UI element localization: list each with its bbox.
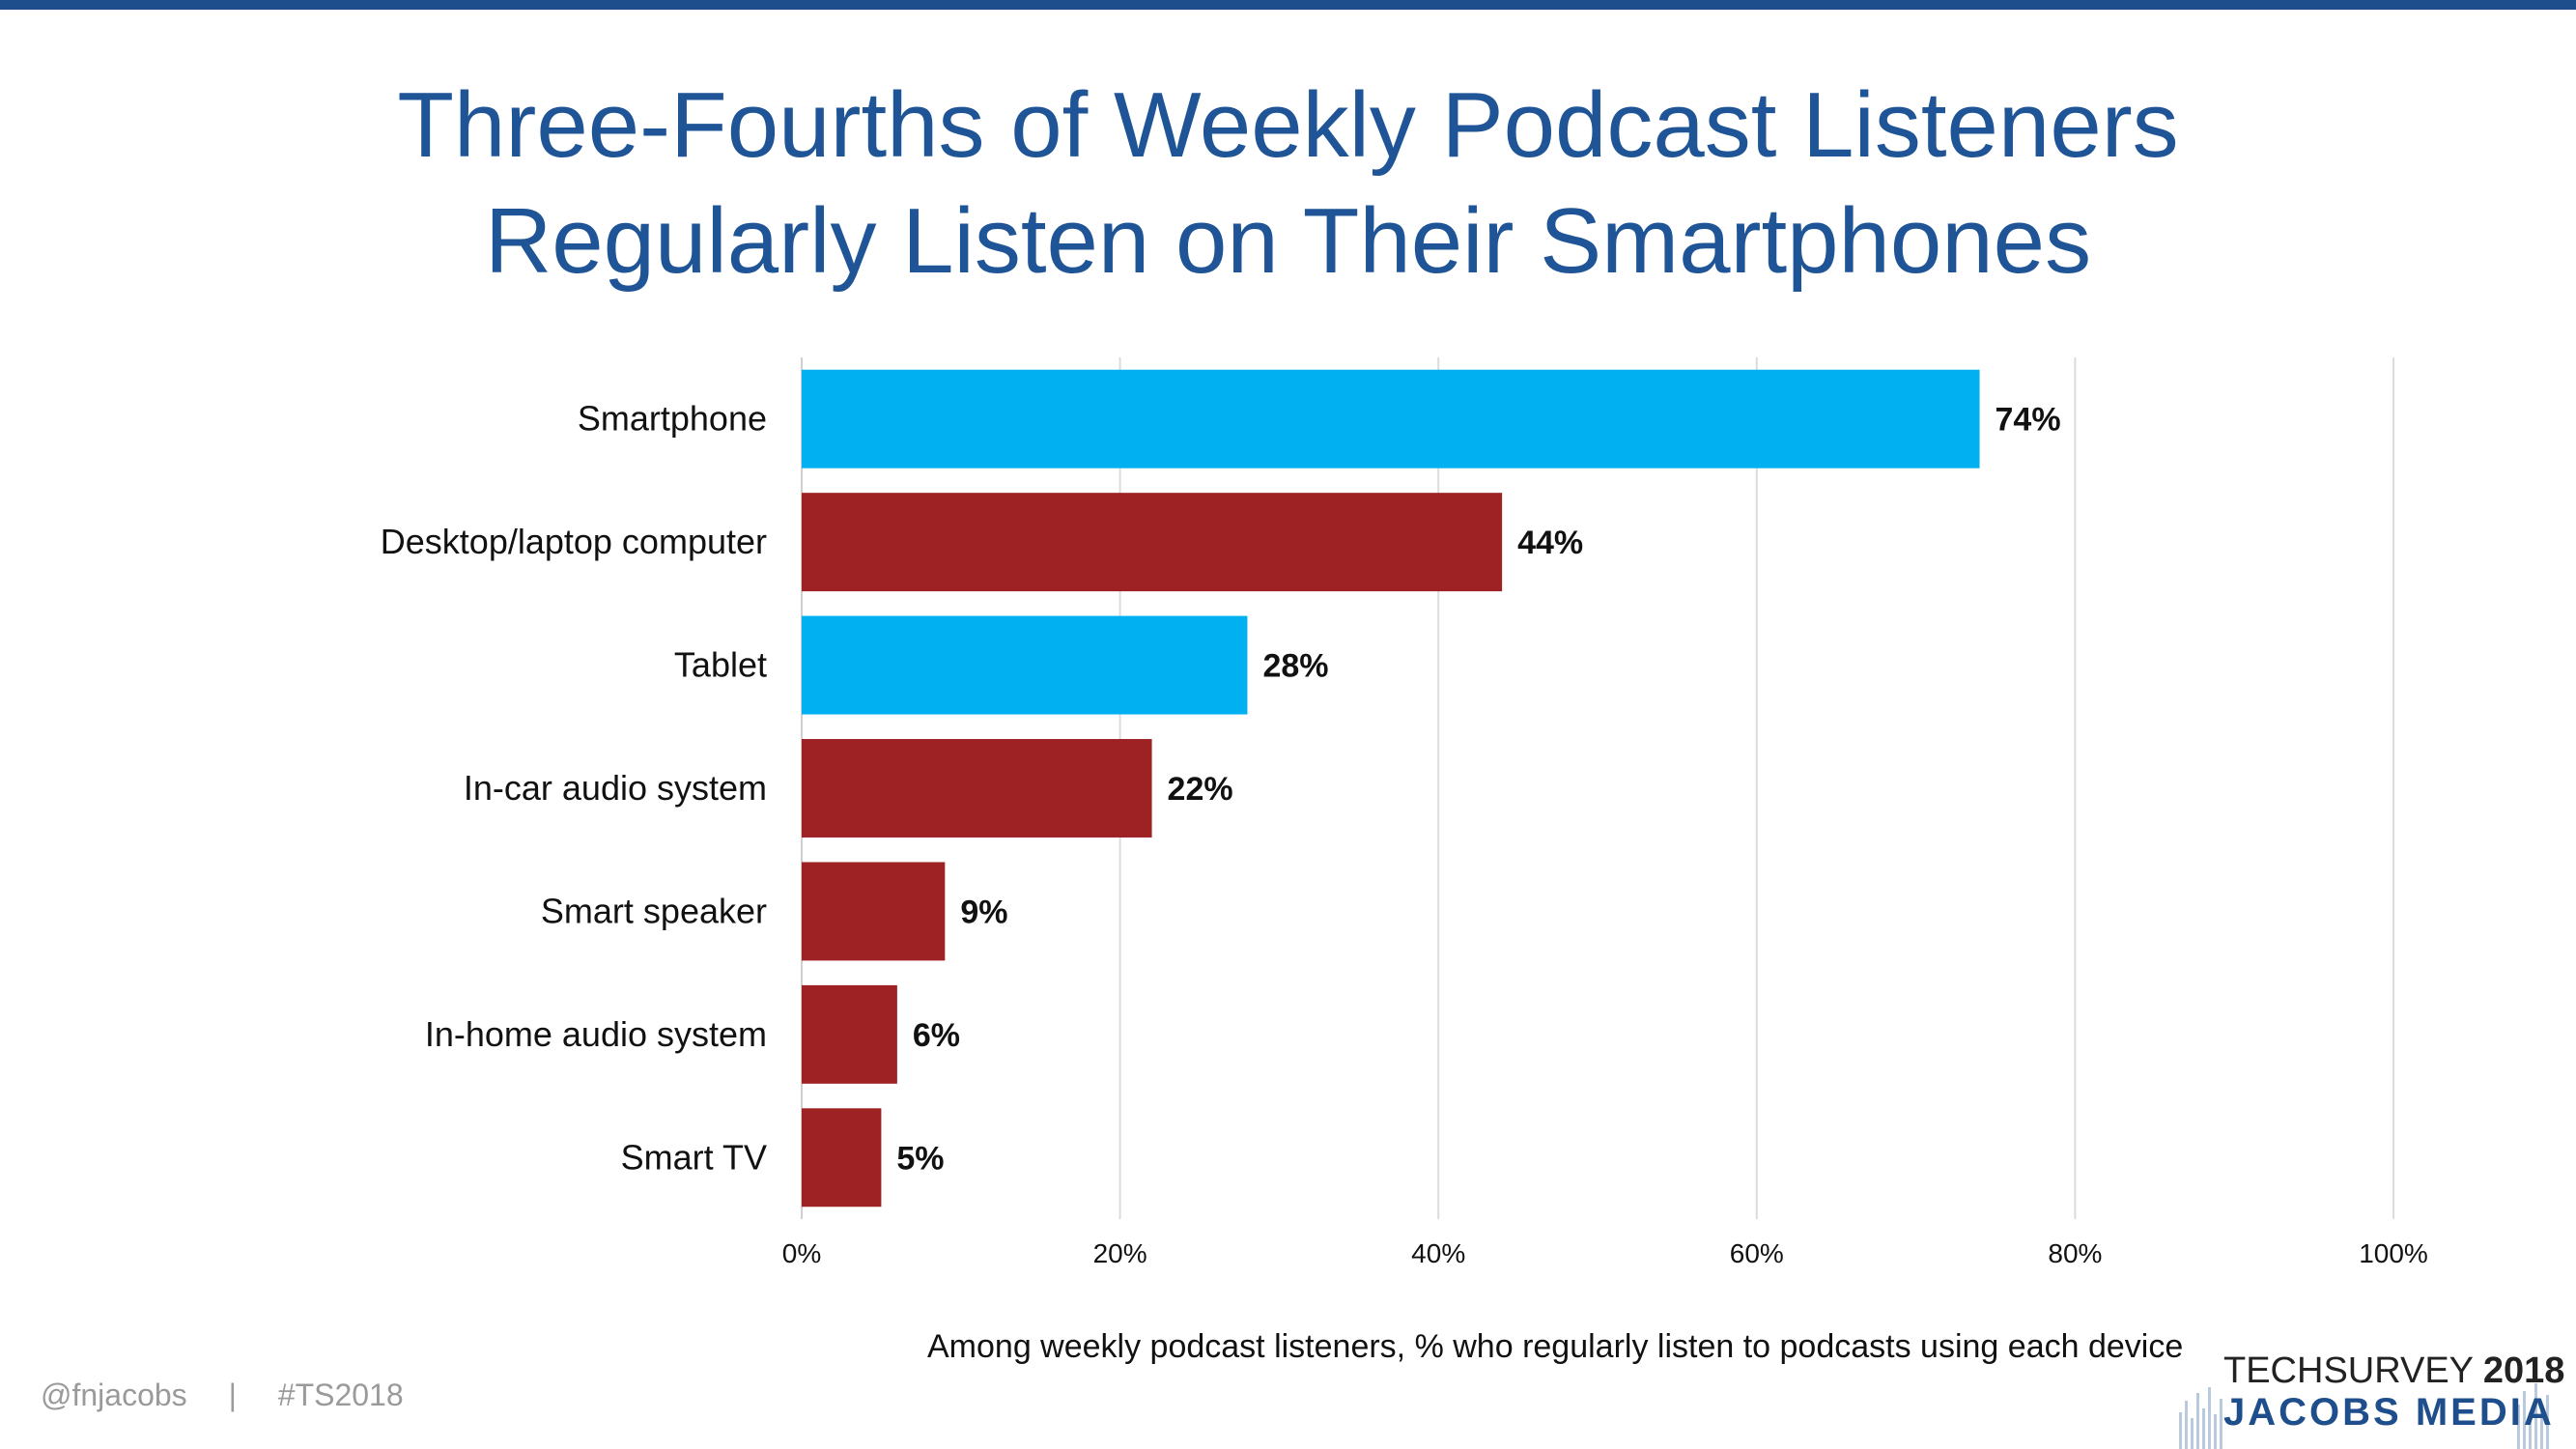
data-label: 6%	[913, 1017, 960, 1054]
twitter-handle: @fnjacobs	[41, 1378, 187, 1412]
category-label: Smart speaker	[541, 891, 767, 930]
category-label: Smart TV	[621, 1137, 767, 1177]
data-label: 44%	[1517, 525, 1583, 561]
data-label: 9%	[960, 894, 1007, 930]
logo-year: 2018	[2482, 1350, 2565, 1391]
bar	[802, 615, 1248, 715]
data-label: 22%	[1168, 771, 1233, 808]
category-label: In-car audio system	[464, 768, 767, 808]
footer: @fnjacobs | #TS2018	[41, 1378, 404, 1413]
logo-equalizer-icon	[2179, 1383, 2549, 1449]
bar	[802, 1108, 882, 1208]
category-label: In-home audio system	[425, 1014, 767, 1054]
category-label: Desktop/laptop computer	[381, 522, 767, 561]
data-label: 28%	[1262, 648, 1328, 685]
bar	[802, 739, 1152, 838]
data-label: 5%	[896, 1140, 944, 1177]
data-label: 74%	[1996, 402, 2061, 439]
logo-line-2: JACOBS MEDIA	[2223, 1391, 2555, 1434]
x-tick-label: 60%	[1730, 1238, 1784, 1268]
x-tick-label: 100%	[2359, 1238, 2428, 1268]
x-tick-label: 20%	[1093, 1238, 1147, 1268]
footer-separator: |	[228, 1378, 237, 1412]
bar	[802, 862, 946, 961]
title-line-2: Regularly Listen on Their Smartphones	[484, 189, 2092, 293]
x-tick-label: 40%	[1411, 1238, 1465, 1268]
page-title: Three-Fourths of Weekly Podcast Listener…	[0, 68, 2576, 299]
logo-line-1: TECHSURVEY 2018	[2223, 1350, 2565, 1391]
bar	[802, 984, 897, 1084]
title-line-1: Three-Fourths of Weekly Podcast Listener…	[397, 73, 2179, 177]
category-label: Smartphone	[578, 399, 767, 439]
x-tick-label: 0%	[782, 1238, 821, 1268]
category-label: Tablet	[674, 645, 767, 685]
chart-caption: Among weekly podcast listeners, % who re…	[927, 1328, 2184, 1365]
x-tick-label: 80%	[2048, 1238, 2102, 1268]
bar	[802, 493, 1503, 592]
top-rule	[0, 0, 2576, 10]
techsurvey-logo: TECHSURVEY 2018 JACOBS MEDIA	[2177, 1345, 2564, 1449]
hashtag: #TS2018	[277, 1378, 404, 1412]
bar	[802, 369, 1980, 469]
